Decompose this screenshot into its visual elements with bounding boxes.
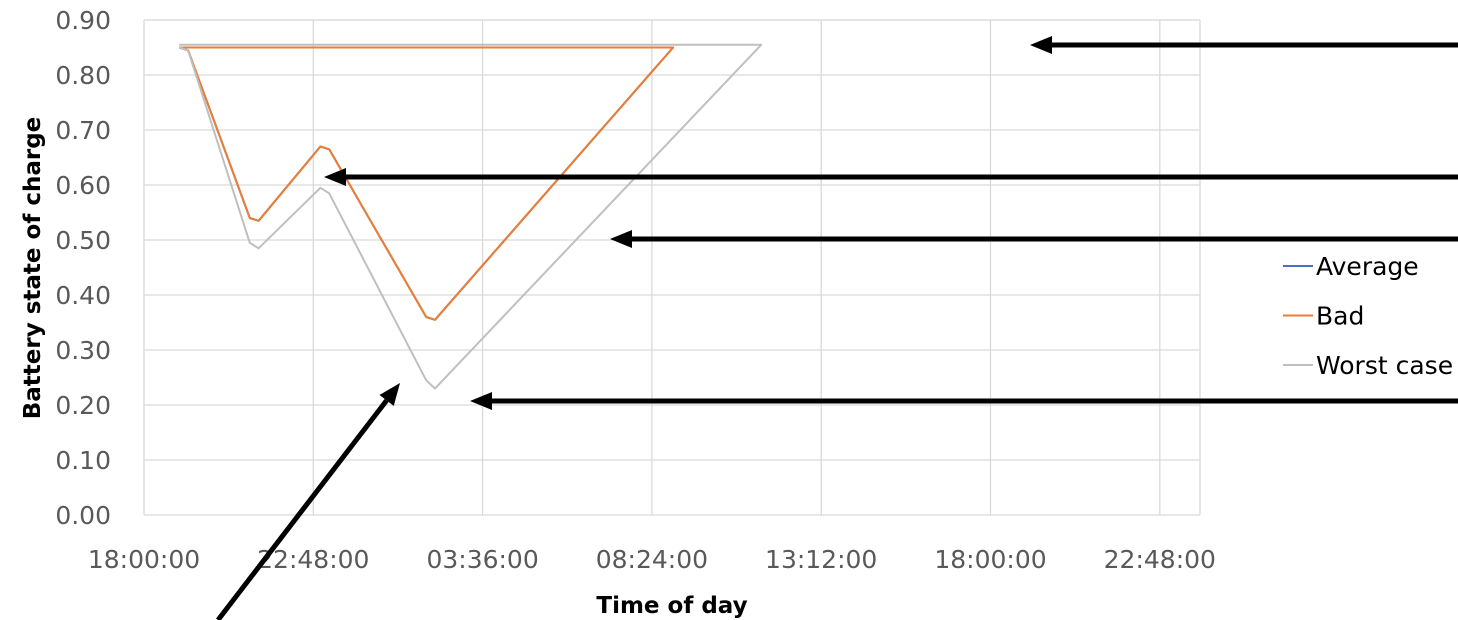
annotation-arrowhead: [1030, 36, 1052, 54]
tick-labels: 0.00 0.10 0.20 0.30 0.40 0.50 0.60 0.70 0.80 0.90…: [55, 6, 1216, 574]
y-tick-label: 0.70: [55, 116, 111, 145]
x-tick-label: 03:36:00: [426, 545, 538, 574]
legend: Average Bad Worst case: [1283, 252, 1453, 380]
y-tick-label: 0.90: [55, 6, 111, 35]
annotation-arrow-shaft: [216, 398, 389, 620]
y-tick-label: 0.60: [55, 171, 111, 200]
series-lines: [178, 43, 763, 390]
x-tick-label: 22:48:00: [1104, 545, 1216, 574]
x-tick-label: 22:48:00: [257, 545, 369, 574]
legend-label: Bad: [1316, 302, 1364, 331]
y-axis-title: Battery state of charge: [20, 117, 46, 420]
y-tick-label: 0.10: [55, 446, 111, 475]
annotation-arrowhead: [324, 168, 346, 186]
y-tick-label: 0.30: [55, 336, 111, 365]
series-line-worst-case: [178, 43, 763, 390]
annotation-arrowhead: [610, 230, 632, 248]
axes: [143, 20, 1200, 516]
gridlines: [144, 19, 1201, 515]
x-tick-label: 13:12:00: [765, 545, 877, 574]
series-line-bad: [178, 46, 675, 321]
y-tick-label: 0.40: [55, 281, 111, 310]
legend-label: Worst case: [1316, 351, 1453, 380]
x-tick-label: 18:00:00: [88, 545, 200, 574]
annotation-arrowhead: [379, 383, 400, 406]
annotation-arrowhead: [470, 392, 492, 410]
y-tick-label: 0.00: [55, 501, 111, 530]
y-tick-label: 0.50: [55, 226, 111, 255]
y-tick-label: 0.80: [55, 61, 111, 90]
series-line-average: [178, 46, 675, 321]
annotation-arrows: [216, 36, 1458, 620]
x-axis-title: Time of day: [596, 593, 747, 619]
legend-label: Average: [1316, 252, 1419, 281]
x-tick-label: 18:00:00: [934, 545, 1046, 574]
y-tick-label: 0.20: [55, 391, 111, 420]
x-tick-label: 08:24:00: [596, 545, 708, 574]
